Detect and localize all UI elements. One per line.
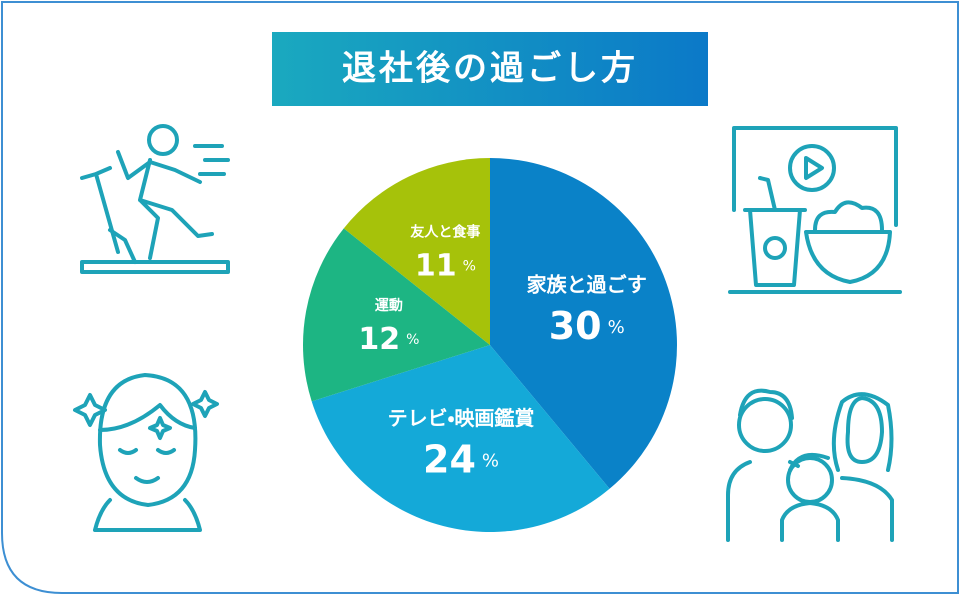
pie-slice (303, 228, 490, 402)
family-icon (726, 388, 894, 542)
slice-label: テレビ・映画鑑賞 (388, 406, 535, 430)
chart-title: 退社後の過ごし方 (342, 49, 638, 89)
slice-label: 家族と過ごす (527, 273, 647, 297)
movie-icon (728, 126, 902, 294)
value-label: 24% (423, 437, 499, 481)
pie-slice (343, 158, 490, 345)
slice-label: 運動 (375, 297, 403, 314)
runner-icon (80, 124, 230, 274)
value-label: 30% (549, 304, 625, 348)
value-label: 11% (415, 248, 476, 283)
title-box (272, 32, 708, 106)
face-icon (73, 373, 219, 532)
slice-label: 友人と食事 (410, 223, 480, 240)
pie-slice (490, 158, 677, 489)
value-label: 12% (358, 322, 419, 357)
pie-slice (311, 345, 610, 532)
